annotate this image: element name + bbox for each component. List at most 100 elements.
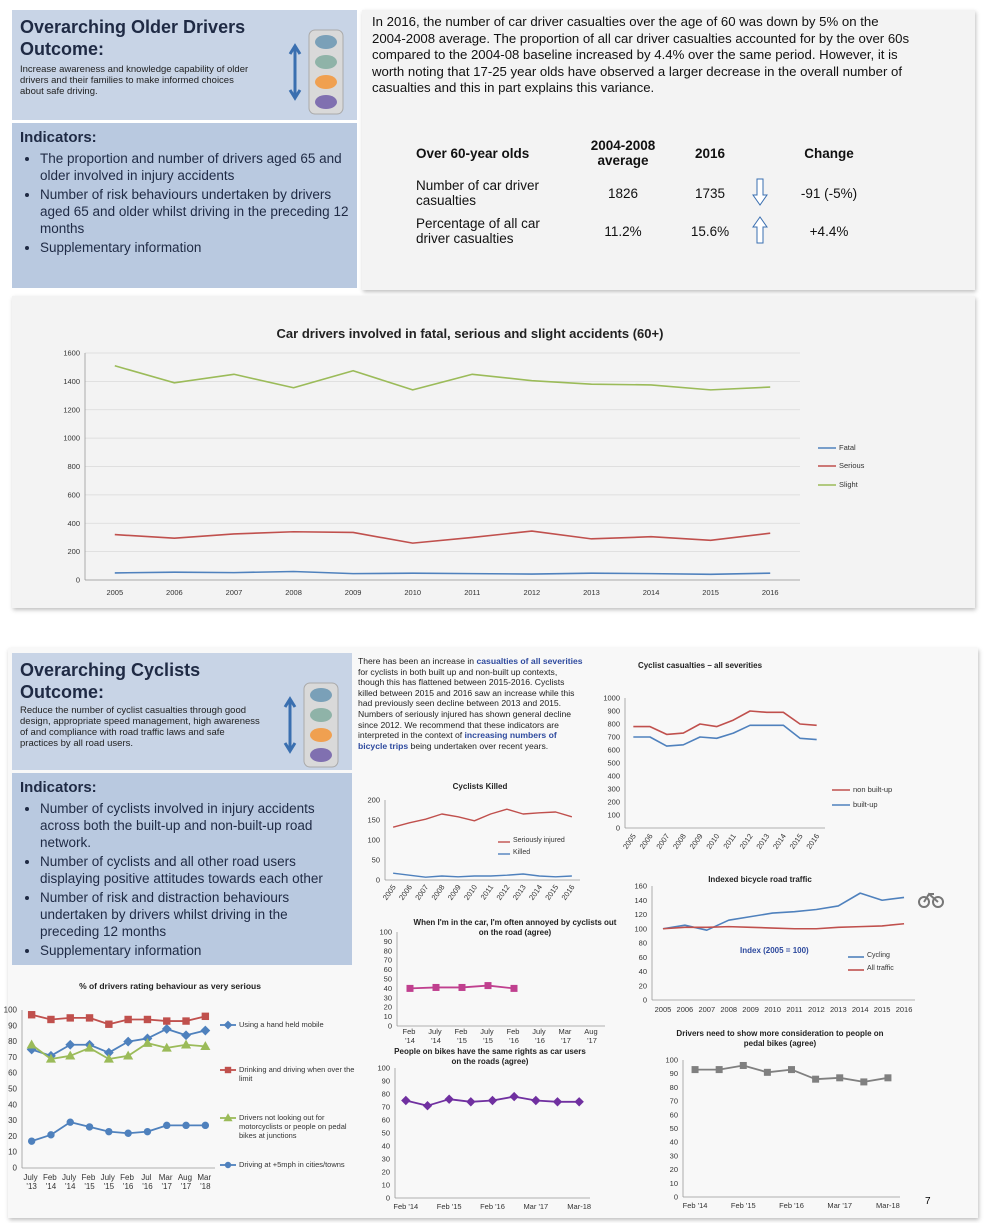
y-tick-label: 0	[388, 1022, 392, 1031]
x-tick-label: 2015	[788, 832, 805, 851]
chart-annotation: Index (2005 = 100)	[740, 946, 809, 955]
y-tick-label: 150	[367, 816, 380, 825]
series-line	[31, 1121, 206, 1142]
series-line	[31, 1042, 206, 1060]
y-tick-label: 90	[384, 937, 392, 946]
x-tick-label: 2012	[738, 832, 755, 851]
x-tick-label: Aug '17	[584, 1027, 599, 1045]
chart-title: Car drivers involved in fatal, serious a…	[276, 326, 664, 341]
x-tick-label: July '13	[23, 1173, 39, 1191]
table-header: 2004-2008 average	[590, 138, 656, 168]
indicator: Number of risk behaviours undertaken by …	[40, 186, 349, 237]
y-tick-label: 900	[607, 707, 620, 716]
marker	[444, 1094, 454, 1104]
x-tick-label: 2005	[106, 588, 123, 597]
marker	[161, 1042, 172, 1052]
older-title: Overarching Older Drivers Outcome:	[20, 17, 246, 59]
marker	[466, 1097, 476, 1107]
marker	[552, 1097, 563, 1107]
marker	[484, 982, 492, 990]
marker	[47, 1015, 55, 1024]
marker	[143, 1127, 152, 1136]
cyclist-outcome-box: Overarching Cyclists Outcome: Reduce the…	[12, 653, 352, 770]
marker	[65, 1050, 76, 1060]
bicycle-icon	[918, 892, 944, 908]
x-tick-label: July '15	[480, 1027, 495, 1045]
y-tick-label: 60	[384, 965, 392, 974]
y-tick-label: 100	[665, 1056, 678, 1065]
table-header: Change	[804, 145, 854, 161]
summary-text: for cyclists in both built up and non-bu…	[358, 666, 575, 741]
indicator: Number of risk and distraction behaviour…	[40, 889, 344, 940]
marker	[142, 1037, 153, 1047]
x-tick-label: 2016	[804, 832, 821, 851]
y-tick-label: 300	[607, 785, 620, 794]
marker	[66, 1118, 74, 1126]
y-tick-label: 100	[634, 924, 647, 933]
marker	[201, 1121, 210, 1130]
marker	[860, 1078, 868, 1086]
y-tick-label: 200	[367, 796, 380, 805]
older-table: Over 60-year olds 2004-2008 average 2016…	[410, 132, 880, 250]
table-header: 2016	[694, 145, 726, 161]
marker	[85, 1014, 94, 1022]
marker	[161, 1024, 172, 1034]
x-tick-label: 2012	[524, 588, 541, 597]
marker	[182, 1017, 190, 1025]
y-tick-label: 60	[382, 1116, 390, 1125]
marker	[224, 1161, 232, 1169]
indicators-heading: Indicators:	[20, 779, 97, 796]
cyclist-description: Reduce the number of cyclist casualties …	[20, 705, 260, 749]
series-line	[392, 808, 573, 828]
marker	[123, 1036, 134, 1047]
y-tick-label: 120	[634, 910, 647, 919]
marker	[45, 1053, 57, 1063]
y-tick-label: 40	[382, 1142, 390, 1151]
y-tick-label: 10	[670, 1179, 678, 1188]
y-tick-label: 1600	[63, 349, 80, 358]
table-cell: 1826	[607, 185, 639, 201]
x-tick-label: Feb '16	[480, 1202, 505, 1211]
x-tick-label: 2011	[786, 1005, 802, 1014]
x-tick-label: 2008	[430, 883, 447, 902]
legend-label: Killed	[513, 849, 531, 857]
x-tick-label: 2014	[527, 883, 544, 902]
x-tick-label: 2005	[655, 1005, 672, 1014]
marker	[66, 1014, 74, 1022]
legend-label: Cycling	[867, 952, 890, 960]
y-tick-label: 70	[8, 1053, 17, 1062]
marker	[812, 1075, 820, 1083]
y-tick-label: 50	[372, 856, 380, 865]
legend-label: Using a hand held mobile	[239, 1020, 324, 1030]
legend-label: Driving at +5mph in cities/towns	[239, 1160, 345, 1170]
indicators-heading: Indicators:	[20, 129, 97, 146]
marker	[26, 1039, 37, 1049]
y-tick-label: 0	[386, 1194, 390, 1203]
x-tick-label: Feb '16	[779, 1201, 804, 1210]
series-line	[662, 892, 905, 931]
table-cell: 15.6%	[690, 223, 730, 239]
x-tick-label: 2015	[702, 588, 719, 597]
y-tick-label: 50	[670, 1124, 678, 1133]
y-tick-label: 70	[384, 956, 392, 965]
y-tick-label: 10	[8, 1148, 17, 1157]
traffic-light-icon	[288, 29, 344, 115]
x-tick-label: Jul '16	[141, 1173, 153, 1191]
marker	[180, 1039, 192, 1049]
x-tick-label: 2011	[464, 588, 480, 597]
x-tick-label: 2009	[742, 1005, 759, 1014]
x-tick-label: July '15	[101, 1173, 117, 1191]
series-line	[114, 570, 771, 576]
y-tick-label: 30	[382, 1155, 390, 1164]
older-summary: In 2016, the number of car driver casual…	[372, 14, 910, 95]
y-tick-label: 30	[670, 1151, 678, 1160]
x-tick-label: 2015	[874, 1005, 891, 1014]
chart-title: Cyclists Killed	[452, 782, 508, 791]
marker	[422, 1100, 433, 1111]
y-tick-label: 90	[382, 1077, 390, 1086]
x-tick-label: Feb '14	[393, 1202, 418, 1211]
x-tick-label: 2016	[560, 883, 577, 902]
chart-title: When I'm in the car, I'm often annoyed b…	[413, 918, 617, 937]
x-tick-label: 2016	[896, 1005, 913, 1014]
y-tick-label: 200	[67, 547, 80, 556]
